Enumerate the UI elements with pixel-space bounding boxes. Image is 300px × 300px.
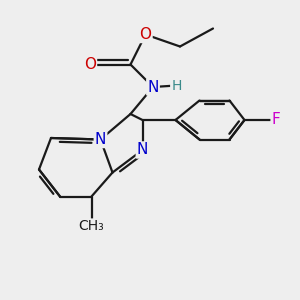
Text: N: N: [95, 132, 106, 147]
Text: O: O: [140, 27, 152, 42]
Text: N: N: [137, 142, 148, 158]
Text: H: H: [171, 79, 182, 92]
Text: O: O: [84, 57, 96, 72]
Text: CH₃: CH₃: [79, 220, 104, 233]
Text: F: F: [272, 112, 280, 128]
Text: N: N: [147, 80, 159, 94]
